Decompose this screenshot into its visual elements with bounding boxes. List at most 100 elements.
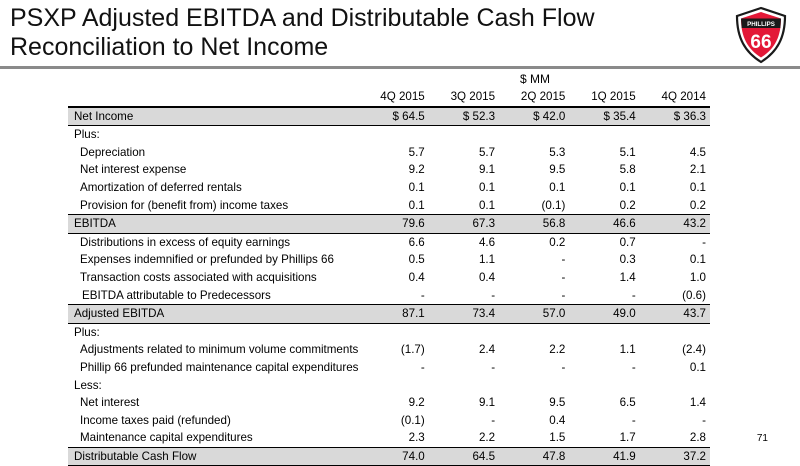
table-row: EBITDA attributable to Predecessors - - … bbox=[68, 287, 710, 305]
table-row: Expenses indemnified or prefunded by Phi… bbox=[68, 251, 710, 269]
cell-value: 0.1 bbox=[408, 198, 425, 212]
cell-value: $ 35.4 bbox=[569, 106, 640, 127]
cell-value: $ 64.5 bbox=[358, 106, 429, 127]
cell-value: 43.2 bbox=[639, 214, 710, 234]
cell-value: 0.1 bbox=[549, 180, 566, 194]
table-row: Adjustments related to minimum volume co… bbox=[68, 341, 710, 359]
row-label: Plus: bbox=[74, 325, 100, 339]
row-label: Provision for (benefit from) income taxe… bbox=[80, 198, 289, 212]
cell-value: - bbox=[702, 413, 706, 427]
cell-value: - bbox=[631, 413, 636, 427]
row-label: EBITDA attributable to Predecessors bbox=[82, 288, 271, 302]
cell-value: 43.7 bbox=[639, 304, 710, 324]
cell-value: - bbox=[491, 288, 496, 302]
cell-value: - bbox=[491, 360, 496, 374]
table-row: Phillip 66 prefunded maintenance capital… bbox=[68, 359, 710, 377]
row-label: EBITDA bbox=[68, 214, 359, 234]
row-label: Distributions in excess of equity earnin… bbox=[80, 235, 291, 249]
cell-value: - bbox=[420, 288, 425, 302]
table-row: Income taxes paid (refunded) (0.1) - 0.4… bbox=[68, 412, 710, 430]
cell-value: 0.7 bbox=[619, 235, 636, 249]
cell-value: (2.4) bbox=[682, 343, 706, 357]
table-row-net-income: Net Income $ 64.5 $ 52.3 $ 42.0 $ 35.4 $… bbox=[68, 106, 710, 127]
row-label: Less: bbox=[74, 378, 102, 392]
cell-value: 1.1 bbox=[619, 343, 636, 357]
cell-value: 47.8 bbox=[499, 446, 570, 466]
table-row: Amortization of deferred rentals 0.1 0.1… bbox=[68, 179, 710, 197]
cell-value: 2.2 bbox=[478, 431, 496, 445]
row-label: Adjusted EBITDA bbox=[68, 304, 359, 324]
cell-value: 4.6 bbox=[478, 235, 496, 249]
cell-value: 0.2 bbox=[619, 198, 636, 212]
cell-value: 87.1 bbox=[358, 304, 429, 324]
cell-value: 1.0 bbox=[689, 270, 706, 284]
table-row-ebitda: EBITDA 79.6 67.3 56.8 46.6 43.2 bbox=[68, 214, 710, 234]
cell-value: - bbox=[561, 270, 566, 284]
cell-value: 2.2 bbox=[549, 343, 566, 357]
cell-value: 49.0 bbox=[569, 304, 640, 324]
column-header: 4Q 2015 bbox=[358, 88, 429, 108]
cell-value: 2.1 bbox=[689, 163, 706, 177]
cell-value: 0.1 bbox=[478, 198, 496, 212]
cell-value: 0.4 bbox=[478, 270, 496, 284]
cell-value: 0.1 bbox=[689, 253, 706, 267]
cell-value: 1.7 bbox=[619, 431, 636, 445]
cell-value: - bbox=[491, 413, 496, 427]
table-row: Depreciation 5.7 5.7 5.3 5.1 4.5 bbox=[68, 144, 710, 162]
table-row: Provision for (benefit from) income taxe… bbox=[68, 197, 710, 215]
cell-value: 0.4 bbox=[408, 270, 425, 284]
cell-value: 46.6 bbox=[569, 214, 640, 234]
cell-value: 2.3 bbox=[408, 431, 425, 445]
cell-value: 5.1 bbox=[619, 145, 636, 159]
table-row-distributable-cash-flow: Distributable Cash Flow 74.0 64.5 47.8 4… bbox=[68, 446, 710, 466]
cell-value: 0.1 bbox=[689, 180, 706, 194]
title-divider bbox=[0, 66, 800, 69]
cell-value: 2.4 bbox=[478, 343, 496, 357]
cell-value: 64.5 bbox=[428, 446, 500, 466]
row-label: Net interest expense bbox=[80, 163, 187, 177]
row-label: Maintenance capital expenditures bbox=[80, 431, 253, 445]
cell-value: 5.7 bbox=[408, 145, 425, 159]
unit-label: $ MM bbox=[520, 72, 550, 86]
cell-value: 79.6 bbox=[358, 214, 429, 234]
cell-value: 4.5 bbox=[689, 145, 706, 159]
svg-text:66: 66 bbox=[750, 32, 771, 53]
column-header: 2Q 2015 bbox=[499, 88, 570, 108]
cell-value: 9.2 bbox=[408, 396, 425, 410]
table-row-section-plus: Plus: bbox=[68, 126, 710, 144]
cell-value: 0.4 bbox=[549, 413, 566, 427]
cell-value: 73.4 bbox=[428, 304, 500, 324]
row-label: Transaction costs associated with acquis… bbox=[80, 270, 317, 284]
column-header: 1Q 2015 bbox=[569, 88, 640, 108]
cell-value: - bbox=[561, 360, 566, 374]
page-number: 71 bbox=[756, 433, 768, 444]
row-label: Adjustments related to minimum volume co… bbox=[80, 343, 359, 357]
cell-value: - bbox=[561, 253, 566, 267]
table-row: Maintenance capital expenditures 2.3 2.2… bbox=[68, 429, 710, 447]
cell-value: (0.1) bbox=[400, 413, 425, 427]
cell-value: 6.6 bbox=[408, 235, 425, 249]
cell-value: $ 42.0 bbox=[499, 106, 570, 127]
cell-value: 57.0 bbox=[499, 304, 570, 324]
cell-value: 9.1 bbox=[478, 163, 496, 177]
table-row: Distributions in excess of equity earnin… bbox=[68, 233, 710, 251]
cell-value: - bbox=[631, 288, 636, 302]
row-label: Phillip 66 prefunded maintenance capital… bbox=[80, 360, 359, 374]
cell-value: (0.1) bbox=[541, 198, 566, 212]
row-label: Net Income bbox=[68, 106, 359, 127]
column-header: 3Q 2015 bbox=[428, 88, 500, 108]
column-header: 4Q 2014 bbox=[639, 88, 710, 108]
slide-title: PSXP Adjusted EBITDA and Distributable C… bbox=[10, 4, 710, 62]
cell-value: - bbox=[561, 288, 566, 302]
table-row-adjusted-ebitda: Adjusted EBITDA 87.1 73.4 57.0 49.0 43.7 bbox=[68, 304, 710, 324]
cell-value: 9.5 bbox=[549, 163, 566, 177]
cell-value: 1.1 bbox=[478, 253, 496, 267]
cell-value: 6.5 bbox=[619, 396, 636, 410]
cell-value: 9.1 bbox=[478, 396, 496, 410]
cell-value: 1.4 bbox=[619, 270, 636, 284]
cell-value: 5.7 bbox=[478, 145, 496, 159]
cell-value: 5.8 bbox=[619, 163, 636, 177]
cell-value: 0.3 bbox=[619, 253, 636, 267]
cell-value: 37.2 bbox=[639, 446, 710, 466]
table-row: Net interest expense 9.2 9.1 9.5 5.8 2.1 bbox=[68, 161, 710, 179]
